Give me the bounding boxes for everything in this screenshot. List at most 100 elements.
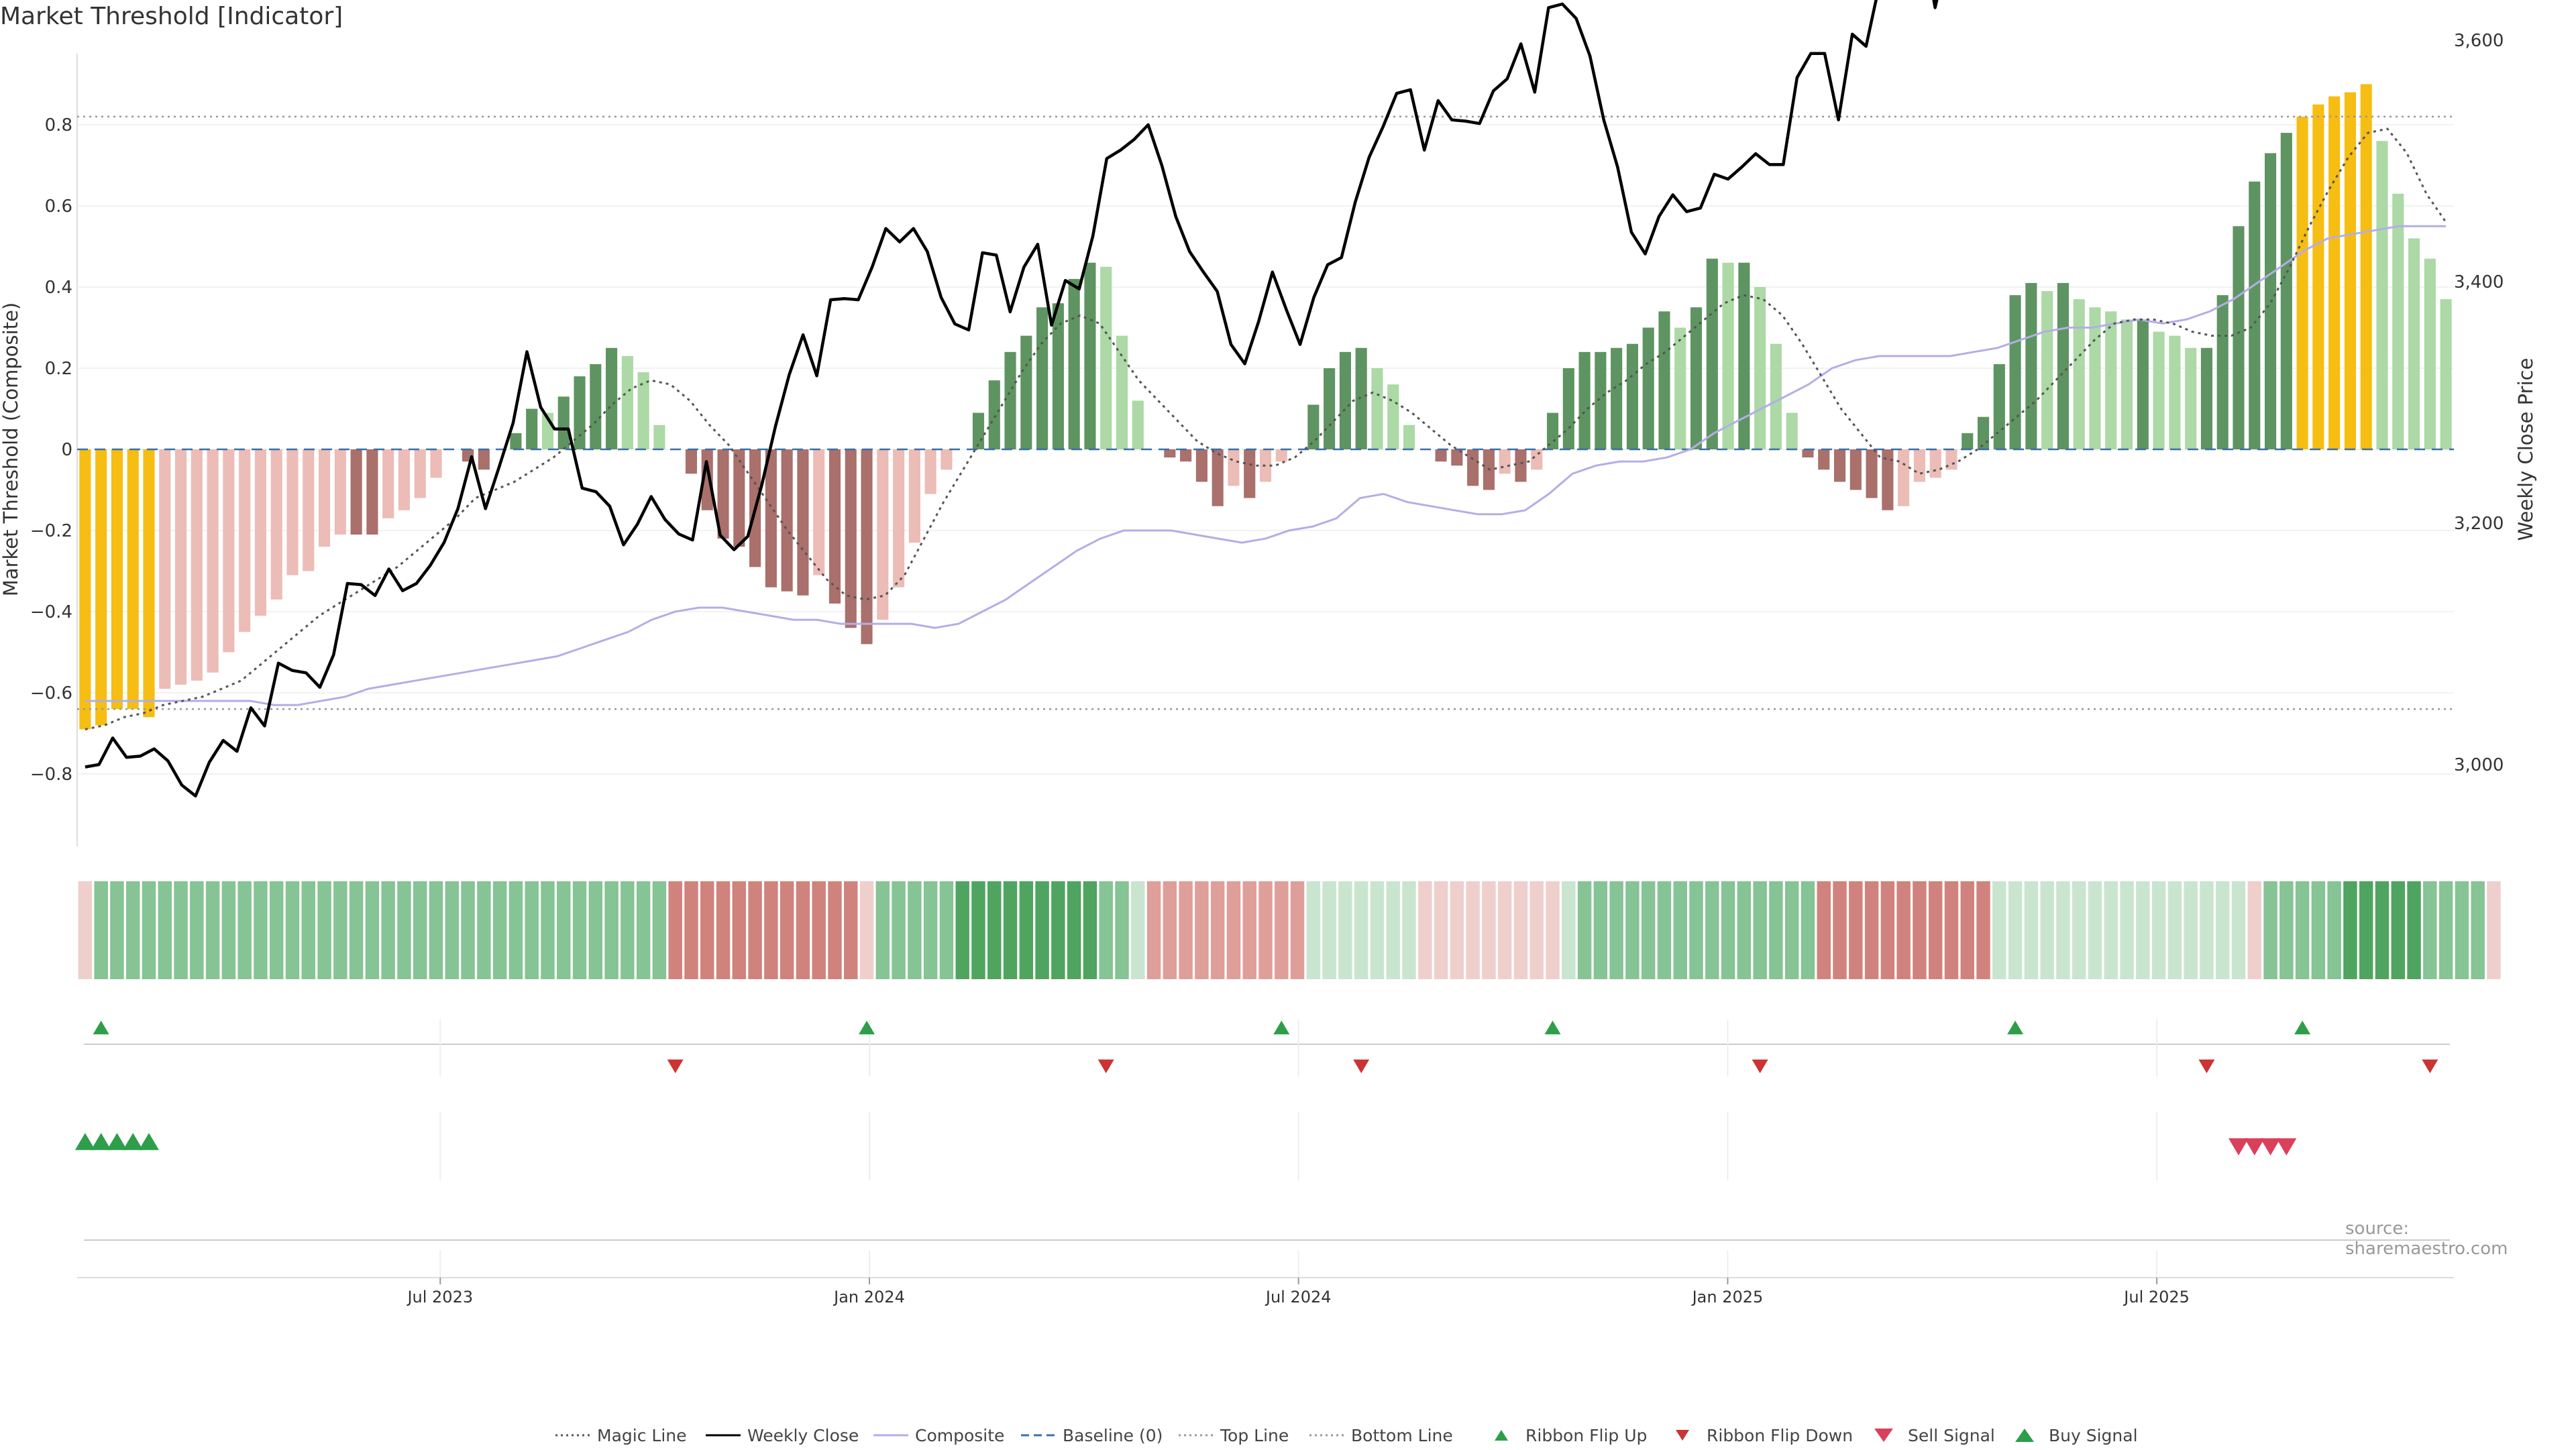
composite-bar — [79, 449, 91, 730]
ribbon-cell — [684, 881, 698, 979]
composite-bar — [175, 449, 187, 685]
ribbon-flip-down-marker — [1353, 1059, 1370, 1074]
composite-bar — [1882, 449, 1894, 510]
composite-bar — [319, 449, 331, 547]
ribbon-cell — [2151, 881, 2166, 979]
composite-bar — [637, 372, 649, 449]
composite-bar — [685, 449, 698, 474]
composite-bar — [239, 449, 251, 632]
composite-bar — [1116, 335, 1128, 449]
composite-bar — [2105, 311, 2117, 449]
ribbon-cell — [301, 881, 316, 979]
ribbon-cell — [987, 881, 1002, 979]
composite-bar — [574, 376, 586, 449]
composite-bar — [1993, 364, 2005, 449]
composite-bar — [2025, 282, 2037, 449]
composite-bar — [2200, 347, 2212, 449]
ribbon-cell — [2279, 881, 2294, 979]
composite-bar — [2440, 299, 2452, 449]
ribbon-cell — [812, 881, 826, 979]
legend-label: Baseline (0) — [1063, 1425, 1163, 1445]
composite-bar — [765, 449, 777, 588]
composite-bar — [908, 449, 920, 543]
ribbon-cell — [1306, 881, 1321, 979]
composite-bar — [350, 449, 362, 535]
composite-bar — [1690, 307, 1703, 449]
ribbon-cell — [1466, 881, 1480, 979]
composite-bar — [382, 449, 394, 518]
ribbon-cell — [1195, 881, 1209, 979]
composite-bar — [2153, 331, 2165, 449]
ribbon-cell — [78, 881, 93, 979]
composite-bar — [1020, 335, 1032, 449]
composite-bar — [1626, 343, 1638, 449]
ribbon-cell — [158, 881, 172, 979]
sell-signal-marker — [2244, 1138, 2265, 1156]
composite-bar — [1324, 368, 1336, 449]
ribbon-cell — [1482, 881, 1496, 979]
y-tick-label: −0.4 — [30, 602, 72, 622]
composite-bar — [1275, 449, 1287, 462]
ribbon-cell — [1019, 881, 1034, 979]
ribbon-cell — [492, 881, 507, 979]
composite-bar — [2009, 295, 2021, 449]
ribbon-cell — [1928, 881, 1943, 979]
ribbon-flip-down-marker — [1752, 1059, 1768, 1074]
composite-bar — [191, 449, 203, 681]
composite-bar — [2121, 319, 2133, 449]
composite-bar — [2376, 141, 2388, 449]
ribbon-cell — [94, 881, 108, 979]
x-tick-label: Jul 2023 — [406, 1288, 473, 1306]
ribbon-cell — [1450, 881, 1464, 979]
ribbon-cell — [2263, 881, 2277, 979]
ribbon-cell — [2407, 881, 2421, 979]
composite-bar — [223, 449, 235, 653]
composite-bar — [526, 408, 538, 449]
composite-bar — [2057, 282, 2069, 449]
ribbon-cell — [971, 881, 985, 979]
legend-item: Top Line — [1177, 1423, 1289, 1447]
ribbon-cell — [1370, 881, 1385, 979]
ribbon-cell — [955, 881, 969, 979]
ribbon-cell — [716, 881, 731, 979]
composite-bar — [430, 449, 442, 478]
composite-bar — [1036, 307, 1049, 449]
ribbon-cell — [636, 881, 651, 979]
sell-signal-marker — [2260, 1138, 2281, 1156]
ribbon-cell — [1849, 881, 1863, 979]
ribbon-cell — [1609, 881, 1623, 979]
legend-item: Baseline (0) — [1020, 1423, 1163, 1447]
composite-bar — [1180, 449, 1192, 462]
ribbon-cell — [1322, 881, 1336, 979]
composite-bar — [1945, 449, 1957, 470]
ribbon-cell — [525, 881, 539, 979]
composite-bar — [1403, 425, 1415, 449]
ribbon-cell — [1562, 881, 1576, 979]
composite-bar — [1084, 262, 1096, 449]
ribbon-cell — [2311, 881, 2326, 979]
y2-tick-label: 3,000 — [2454, 755, 2504, 775]
legend-item: Bottom Line — [1308, 1423, 1453, 1447]
ribbon-cell — [2487, 881, 2501, 979]
ribbon-cell — [2375, 881, 2390, 979]
ribbon-cell — [1721, 881, 1735, 979]
composite-bar — [2312, 104, 2324, 449]
composite-bar — [1706, 258, 1718, 449]
ribbon-cell — [1753, 881, 1767, 979]
y-tick-label: −0.8 — [30, 765, 72, 785]
ribbon-cell — [1163, 881, 1177, 979]
ribbon-cell — [237, 881, 252, 979]
ribbon-cell — [668, 881, 682, 979]
composite-bar — [2216, 295, 2229, 449]
ribbon-cell — [508, 881, 523, 979]
ribbon-flip-up-marker — [2007, 1020, 2024, 1035]
ribbon-cell — [1960, 881, 1974, 979]
legend-symbol-icon — [1309, 1434, 1344, 1437]
ribbon-cell — [477, 881, 491, 979]
ribbon-cell — [1625, 881, 1640, 979]
composite-bar — [733, 449, 745, 547]
buy-signal-marker — [107, 1133, 127, 1150]
composite-bar — [1531, 449, 1543, 470]
composite-bar — [1499, 449, 1511, 474]
